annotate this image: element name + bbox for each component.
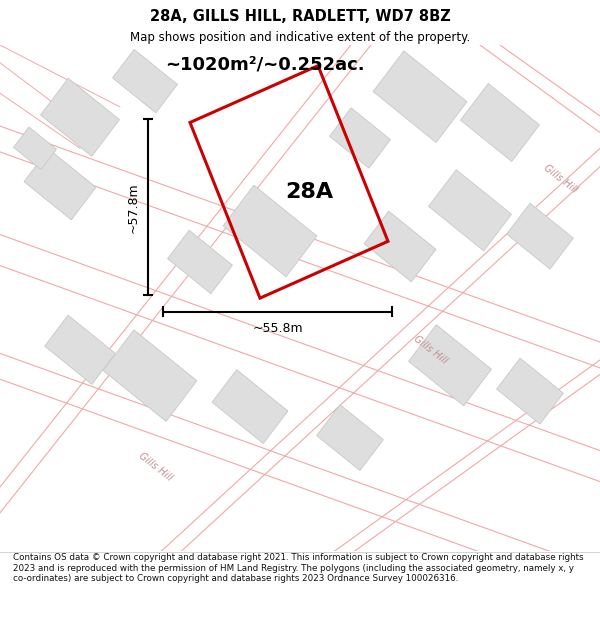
Polygon shape xyxy=(24,149,96,220)
Polygon shape xyxy=(461,84,539,161)
Polygon shape xyxy=(44,315,115,384)
Text: 28A, GILLS HILL, RADLETT, WD7 8BZ: 28A, GILLS HILL, RADLETT, WD7 8BZ xyxy=(149,9,451,24)
Polygon shape xyxy=(364,211,436,282)
Polygon shape xyxy=(373,51,467,142)
Polygon shape xyxy=(41,78,119,156)
Text: Map shows position and indicative extent of the property.: Map shows position and indicative extent… xyxy=(130,31,470,44)
Polygon shape xyxy=(167,230,232,294)
Polygon shape xyxy=(506,203,574,269)
Text: ~55.8m: ~55.8m xyxy=(252,322,303,335)
Polygon shape xyxy=(223,185,317,277)
Text: Gills Hill: Gills Hill xyxy=(136,451,173,482)
Polygon shape xyxy=(212,369,288,444)
Polygon shape xyxy=(409,325,491,406)
Polygon shape xyxy=(329,108,391,168)
Polygon shape xyxy=(113,49,178,113)
Text: 28A: 28A xyxy=(285,182,333,203)
Polygon shape xyxy=(103,330,197,421)
Polygon shape xyxy=(317,404,383,471)
Text: ~57.8m: ~57.8m xyxy=(127,182,140,232)
Polygon shape xyxy=(428,170,511,251)
Text: Contains OS data © Crown copyright and database right 2021. This information is : Contains OS data © Crown copyright and d… xyxy=(13,554,584,583)
Polygon shape xyxy=(497,358,563,424)
Text: Gills Hill: Gills Hill xyxy=(541,163,578,196)
Text: Gills Hill: Gills Hill xyxy=(412,334,449,366)
Text: ~1020m²/~0.252ac.: ~1020m²/~0.252ac. xyxy=(165,56,365,74)
Polygon shape xyxy=(14,127,56,169)
